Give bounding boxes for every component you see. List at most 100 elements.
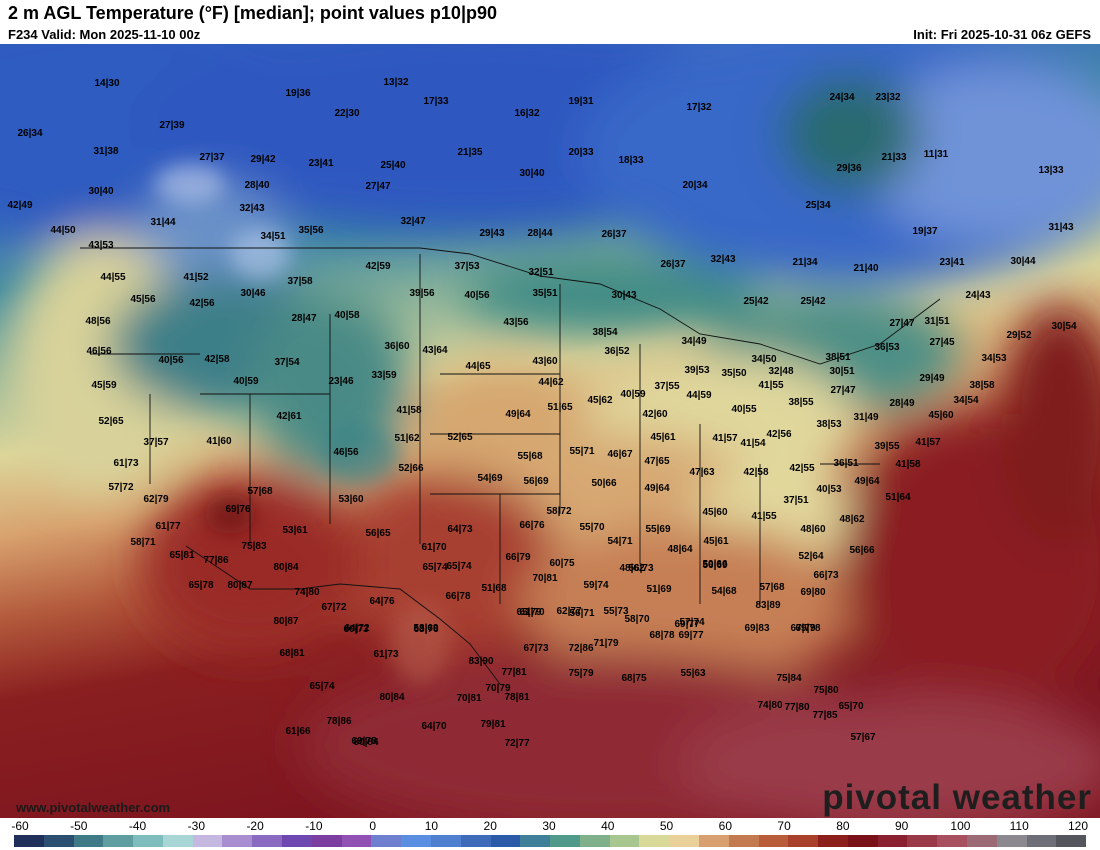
colorbar-swatch <box>639 835 670 847</box>
point-value: 55|71 <box>569 446 594 457</box>
colorbar-swatch <box>460 835 491 847</box>
point-value: 37|51 <box>783 495 808 506</box>
temperature-map[interactable]: 14|30 26|34 27|39 31|38 27|37 29|42 30|40 28|40… <box>0 44 1100 818</box>
point-value: 24|34 <box>829 92 854 103</box>
point-value: 47|65 <box>644 456 669 467</box>
colorbar-swatch <box>192 835 223 847</box>
watermark-logo: pivotal weather <box>822 778 1092 817</box>
terrain-detail <box>155 164 450 684</box>
colorbar-tick-label: 0 <box>369 819 376 833</box>
colorbar-swatch <box>907 835 938 847</box>
point-value: 80|84 <box>353 737 378 748</box>
point-value: 64|70 <box>421 721 446 732</box>
point-value: 52|64 <box>798 551 823 562</box>
colorbar-swatch <box>698 835 729 847</box>
point-value: 36|51 <box>833 458 858 469</box>
point-value: 50|66 <box>702 559 727 570</box>
point-value: 55|63 <box>680 668 705 679</box>
point-value: 69|83 <box>744 623 769 634</box>
colorbar-swatch <box>371 835 402 847</box>
point-value: 42|55 <box>789 463 814 474</box>
point-value: 18|33 <box>618 155 643 166</box>
map-title: 2 m AGL Temperature (°F) [median]; point… <box>8 3 497 23</box>
colorbar-swatch <box>311 835 342 847</box>
point-value: 56|73 <box>628 563 653 574</box>
point-value: 45|61 <box>703 536 728 547</box>
point-value: 57|68 <box>247 486 272 497</box>
point-value: 26|34 <box>17 128 42 139</box>
point-value: 51|69 <box>646 584 671 595</box>
point-value: 29|52 <box>1006 330 1031 341</box>
colorbar-swatch <box>133 835 163 847</box>
point-value: 57|74 <box>679 617 704 628</box>
point-value: 49|64 <box>644 483 669 494</box>
point-value: 34|50 <box>751 354 776 365</box>
point-value: 31|51 <box>924 316 949 327</box>
colorbar-swatch <box>103 835 134 847</box>
point-value: 41|60 <box>206 436 231 447</box>
colorbar-swatch <box>252 835 283 847</box>
point-value: 69|77 <box>678 630 703 641</box>
point-value: 78|86 <box>326 716 351 727</box>
colorbar-swatch <box>609 835 640 847</box>
point-value: 56|69 <box>523 476 548 487</box>
point-value: 23|32 <box>875 92 900 103</box>
point-value: 19|31 <box>568 96 593 107</box>
point-value: 34|51 <box>260 231 285 242</box>
colorbar-swatch <box>758 835 789 847</box>
site-url[interactable]: www.pivotalweather.com <box>16 800 171 815</box>
point-value: 30|51 <box>829 366 854 377</box>
point-value: 42|61 <box>276 411 301 422</box>
colorbar-swatch <box>490 835 521 847</box>
colorbar-swatch <box>282 835 312 847</box>
point-value: 37|57 <box>143 437 168 448</box>
point-value: 43|60 <box>532 356 557 367</box>
init-time: Init: Fri 2025-10-31 06z GEFS <box>913 27 1091 42</box>
colorbar-swatch <box>341 835 372 847</box>
colorbar-tick-label: -30 <box>187 819 205 833</box>
point-value: 50|66 <box>591 478 616 489</box>
point-value: 75|80 <box>813 685 838 696</box>
point-value: 48|56 <box>85 316 110 327</box>
point-value: 43|64 <box>422 345 447 356</box>
point-value: 34|54 <box>953 395 978 406</box>
point-value: 43|56 <box>503 317 528 328</box>
point-value: 28|44 <box>527 228 552 239</box>
point-value: 32|48 <box>768 366 793 377</box>
point-value: 61|70 <box>519 607 544 618</box>
point-value: 31|44 <box>150 217 175 228</box>
point-value: 55|68 <box>517 451 542 462</box>
point-value: 70|81 <box>456 693 481 704</box>
colorbar-tick-label: 90 <box>894 819 909 833</box>
point-value: 42|49 <box>7 200 32 211</box>
point-values: 14|30 26|34 27|39 31|38 27|37 29|42 30|40 28|40… <box>7 77 1076 749</box>
point-value: 45|60 <box>928 410 953 421</box>
point-value: 20|33 <box>568 147 593 158</box>
point-value: 48|64 <box>667 544 692 555</box>
colorbar-tick-label: -10 <box>305 819 323 833</box>
point-value: 26|37 <box>601 229 626 240</box>
point-value: 79|81 <box>480 719 505 730</box>
point-value: 29|49 <box>919 373 944 384</box>
point-value: 66|79 <box>505 552 530 563</box>
point-value: 31|43 <box>1048 222 1073 233</box>
header: 2 m AGL Temperature (°F) [median]; point… <box>0 0 1100 44</box>
colorbar-swatch <box>937 835 967 847</box>
state-lines <box>90 254 880 604</box>
point-value: 29|36 <box>836 163 861 174</box>
point-value: 21|33 <box>881 152 906 163</box>
point-value: 45|61 <box>650 432 675 443</box>
point-value: 69|80 <box>800 587 825 598</box>
point-value: 35|50 <box>721 368 746 379</box>
point-value: 34|53 <box>981 353 1006 364</box>
point-value: 71|79 <box>593 638 618 649</box>
point-value: 72|77 <box>504 738 529 749</box>
colorbar-tick-label: 100 <box>950 819 971 833</box>
point-value: 75|79 <box>568 668 593 679</box>
point-value: 57|72 <box>108 482 133 493</box>
point-value: 45|56 <box>130 294 155 305</box>
point-value: 61|70 <box>421 542 446 553</box>
colorbar-tick-label: -20 <box>246 819 264 833</box>
colorbar-tick-label: 40 <box>601 819 615 833</box>
point-value: 25|42 <box>743 296 768 307</box>
